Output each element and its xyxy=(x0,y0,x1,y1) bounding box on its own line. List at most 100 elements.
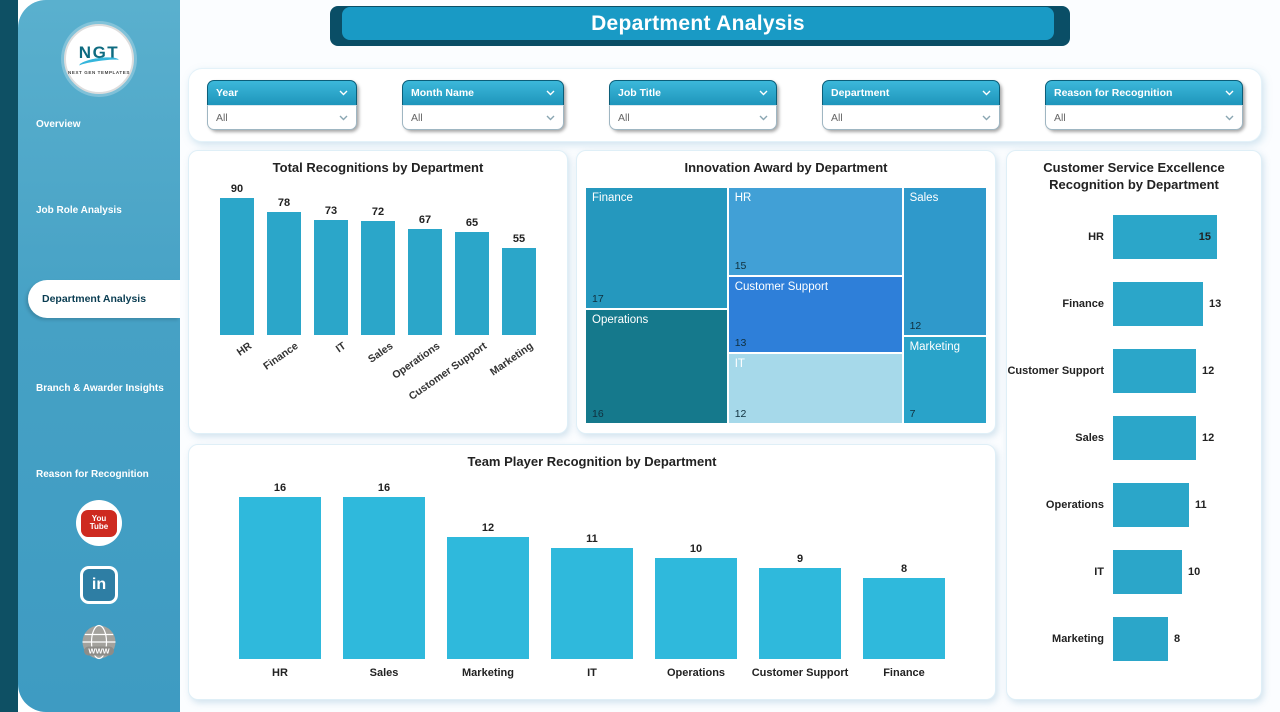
left-edge-strip xyxy=(0,0,18,712)
treemap-cell-it[interactable]: IT 12 xyxy=(728,353,902,423)
filter-reason-for-recognition-header[interactable]: Reason for Recognition xyxy=(1045,80,1243,105)
filter-year-value[interactable]: All xyxy=(207,105,357,130)
bar-sales[interactable] xyxy=(361,220,395,335)
bar-it[interactable] xyxy=(314,219,348,335)
hbar-row-marketing: Marketing 8 xyxy=(1007,616,1261,662)
page-title: Department Analysis xyxy=(342,7,1054,40)
filter-month-name-header[interactable]: Month Name xyxy=(402,80,564,105)
treemap-cell-operations[interactable]: Operations 16 xyxy=(586,310,727,423)
column-sales: 72 Sales xyxy=(361,183,395,365)
filters-panel: Year All Month Name All Job Title All Departme… xyxy=(188,68,1262,142)
card-total-recognitions: Total Recognitions by Department 90 HR 78 F… xyxy=(188,150,568,434)
plot-area: 16 HR 16 Sales 12 Marketing 11 IT 10 Operations 9 C… xyxy=(219,473,965,679)
treemap-cell-hr[interactable]: HR 15 xyxy=(728,188,902,275)
website-icon[interactable]: WWW xyxy=(81,624,117,660)
axis-label-hr: HR xyxy=(234,339,254,359)
filter-selected-value: All xyxy=(216,111,228,124)
treemap-cell-label: Customer Support xyxy=(734,280,829,293)
column-hr: 90 HR xyxy=(220,183,254,358)
bar-hr[interactable] xyxy=(239,496,321,659)
sidebar-item-reason-for-recognition[interactable]: Reason for Recognition xyxy=(36,468,149,480)
chevron-down-icon xyxy=(546,115,555,120)
column-finance: 78 Finance xyxy=(261,183,301,372)
treemap-cell-customer-support[interactable]: Customer Support 13 xyxy=(728,276,902,352)
chart-title: Total Recognitions by Department xyxy=(272,160,484,175)
filter-label: Department xyxy=(831,87,890,99)
data-label: 67 xyxy=(418,213,432,226)
axis-label-it: IT xyxy=(333,339,348,356)
treemap-cell-label: Operations xyxy=(592,314,649,327)
bar-finance[interactable] xyxy=(863,577,945,659)
column-finance: 8 Finance xyxy=(863,473,945,679)
treemap-cell-sales[interactable]: Sales 12 xyxy=(903,188,986,336)
bar-customer-support[interactable] xyxy=(1113,348,1196,393)
filter-month-name-value[interactable]: All xyxy=(402,105,564,130)
filter-label: Job Title xyxy=(618,87,661,99)
axis-label-marketing: Marketing xyxy=(488,339,536,379)
bar-operations[interactable] xyxy=(1113,482,1189,527)
bar-it[interactable] xyxy=(551,547,633,659)
sidebar-item-overview[interactable]: Overview xyxy=(36,118,81,130)
bar-marketing[interactable] xyxy=(502,247,536,335)
bar-customer-support[interactable] xyxy=(455,231,489,335)
filter-department: Department All xyxy=(822,80,1000,130)
filter-job-title-value[interactable]: All xyxy=(609,105,777,130)
filter-department-header[interactable]: Department xyxy=(822,80,1000,105)
bar-customer-support[interactable] xyxy=(759,567,841,659)
treemap-cell-label: IT xyxy=(734,357,745,370)
data-label: 10 xyxy=(1188,565,1201,578)
hbar-row-it: IT 10 xyxy=(1007,549,1261,595)
treemap-cell-marketing[interactable]: Marketing 7 xyxy=(903,337,986,423)
column-it: 73 IT xyxy=(314,183,348,355)
filter-label: Month Name xyxy=(411,87,474,99)
hbar-row-hr: HR 15 xyxy=(1007,214,1261,260)
bar-finance[interactable] xyxy=(267,211,301,335)
filter-year-header[interactable]: Year xyxy=(207,80,357,105)
filter-reason-for-recognition-value[interactable]: All xyxy=(1045,105,1243,130)
filter-department-value[interactable]: All xyxy=(822,105,1000,130)
treemap-cell-label: HR xyxy=(734,192,752,204)
sidebar-item-department-analysis[interactable]: Department Analysis xyxy=(28,280,180,318)
data-label: 13 xyxy=(1209,297,1222,310)
axis-label-customer-support: Customer Support xyxy=(406,339,489,403)
bar-operations[interactable] xyxy=(408,228,442,335)
bar-operations[interactable] xyxy=(655,557,737,659)
filter-job-title-header[interactable]: Job Title xyxy=(609,80,777,105)
treemap-cell-finance[interactable]: Finance 17 xyxy=(586,188,727,309)
hbar-row-finance: Finance 13 xyxy=(1007,281,1261,327)
axis-label-it: IT xyxy=(587,666,597,679)
treemap-cell-label: Sales xyxy=(909,192,939,204)
bar-hr[interactable]: 15 xyxy=(1113,214,1217,259)
data-label: 15 xyxy=(1198,230,1211,243)
bar-hr[interactable] xyxy=(220,197,254,335)
data-label: 9 xyxy=(796,552,804,565)
hbar-row-sales: Sales 12 xyxy=(1007,415,1261,461)
bar-finance[interactable] xyxy=(1113,281,1203,326)
bar-track: 11 xyxy=(1113,482,1261,527)
linkedin-icon[interactable]: in xyxy=(80,566,118,604)
bar-sales[interactable] xyxy=(343,496,425,659)
bar-sales[interactable] xyxy=(1113,415,1196,460)
bar-marketing[interactable] xyxy=(447,536,529,659)
linkedin-logo: in xyxy=(83,569,115,601)
sidebar-item-branch-and-awarder-insights[interactable]: Branch & Awarder Insights xyxy=(36,382,164,394)
hbar-row-operations: Operations 11 xyxy=(1007,482,1261,528)
data-label: 11 xyxy=(1195,498,1207,511)
bar-track: 12 xyxy=(1113,415,1261,460)
youtube-icon[interactable]: You Tube xyxy=(76,500,122,546)
filter-label: Reason for Recognition xyxy=(1054,87,1173,99)
treemap-cell-label: Finance xyxy=(592,192,633,204)
data-label: 16 xyxy=(377,481,391,494)
treemap-cell-value: 12 xyxy=(734,408,747,420)
bar-it[interactable] xyxy=(1113,549,1182,594)
chevron-down-icon xyxy=(759,115,768,120)
sidebar-item-job-role-analysis[interactable]: Job Role Analysis xyxy=(36,204,122,216)
axis-label-hr: HR xyxy=(1088,230,1104,243)
treemap-cell-value: 13 xyxy=(734,336,747,349)
treemap-column: Finance 17 Operations 16 xyxy=(585,187,728,424)
bar-track: 13 xyxy=(1113,281,1261,326)
logo-subtext: NEXT GEN TEMPLATES xyxy=(68,69,130,75)
bar-marketing[interactable] xyxy=(1113,616,1168,661)
axis-label-customer-support: Customer Support xyxy=(751,666,849,679)
